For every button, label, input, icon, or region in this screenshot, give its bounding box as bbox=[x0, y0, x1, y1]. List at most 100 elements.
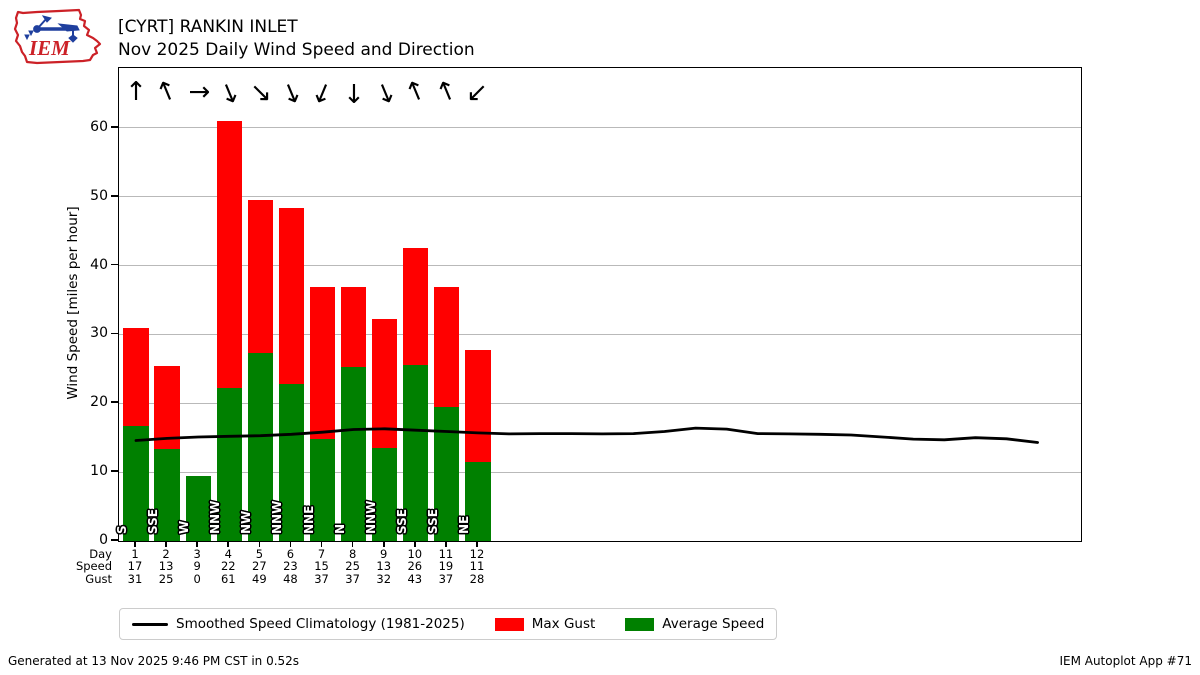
y-gridline bbox=[119, 333, 1081, 336]
max-gust-bar bbox=[465, 350, 491, 462]
table-cell: 2 bbox=[162, 547, 170, 561]
table-cell: 12 bbox=[469, 547, 485, 561]
table-row-label: Speed bbox=[75, 559, 112, 574]
climatology-line bbox=[134, 426, 1039, 444]
average-speed-bar bbox=[341, 367, 367, 541]
table-cell: 31 bbox=[127, 571, 143, 586]
average-speed-bar bbox=[434, 407, 460, 541]
table-cell: 32 bbox=[376, 571, 392, 586]
x-tick-mark bbox=[289, 541, 292, 547]
y-tick-mark bbox=[111, 332, 118, 335]
table-cell: 13 bbox=[376, 559, 392, 574]
station-title: [CYRT] RANKIN INLET bbox=[118, 17, 298, 37]
y-tick-label: 30 bbox=[90, 325, 108, 342]
table-cell: 3 bbox=[193, 547, 201, 561]
average-speed-bar bbox=[123, 426, 149, 541]
wind-direction-arrow: ↑ bbox=[125, 77, 147, 107]
table-cell: 22 bbox=[220, 559, 236, 574]
climatology-line-swatch bbox=[132, 622, 168, 626]
chart-subtitle: Nov 2025 Daily Wind Speed and Direction bbox=[118, 40, 475, 60]
table-cell: 23 bbox=[283, 559, 298, 574]
footer-app-id: IEM Autoplot App #71 bbox=[1059, 654, 1192, 668]
x-tick-mark bbox=[134, 541, 136, 547]
legend-item-average-speed: Average Speed bbox=[625, 616, 764, 632]
table-cell: 0 bbox=[193, 571, 201, 586]
x-tick-mark bbox=[414, 541, 416, 547]
table-cell: 6 bbox=[286, 547, 295, 561]
average-speed-bar bbox=[247, 353, 273, 541]
average-speed-bar bbox=[216, 388, 242, 541]
y-gridline bbox=[119, 402, 1081, 404]
y-tick-label: 50 bbox=[90, 187, 108, 204]
table-cell: 19 bbox=[438, 559, 454, 574]
table-row-label: Gust bbox=[85, 571, 112, 586]
x-tick-mark bbox=[227, 541, 230, 547]
table-cell: 25 bbox=[345, 559, 360, 574]
y-gridline bbox=[119, 264, 1081, 267]
table-cell: 9 bbox=[380, 547, 388, 561]
table-cell: 13 bbox=[158, 559, 174, 574]
y-tick-label: 60 bbox=[90, 118, 108, 135]
table-cell: 1 bbox=[131, 547, 139, 561]
average-speed-bar bbox=[185, 476, 211, 541]
legend-label-average-speed: Average Speed bbox=[662, 616, 765, 632]
average-speed-bar bbox=[278, 384, 305, 541]
max-gust-bar bbox=[123, 327, 149, 427]
y-gridline bbox=[119, 471, 1081, 473]
x-tick-mark bbox=[165, 541, 167, 547]
max-gust-bar bbox=[154, 366, 180, 449]
y-tick-label: 10 bbox=[90, 463, 108, 480]
max-gust-bar bbox=[309, 286, 336, 440]
table-cell: 37 bbox=[438, 571, 454, 586]
y-tick-mark bbox=[111, 470, 118, 472]
y-tick-mark bbox=[111, 194, 118, 197]
average-speed-bar bbox=[154, 448, 180, 541]
max-gust-bar bbox=[403, 248, 429, 365]
x-tick-mark bbox=[382, 541, 385, 547]
table-cell: 15 bbox=[314, 559, 329, 574]
max-gust-bar bbox=[278, 208, 305, 385]
table-cell: 11 bbox=[438, 547, 454, 561]
table-cell: 8 bbox=[348, 547, 357, 561]
table-cell: 5 bbox=[255, 547, 264, 561]
table-cell: 17 bbox=[127, 559, 143, 574]
max-gust-bar bbox=[216, 121, 242, 389]
footer-generated-at: Generated at 13 Nov 2025 9:46 PM CST in … bbox=[8, 654, 300, 668]
max-gust-bar bbox=[341, 286, 367, 368]
table-cell: 48 bbox=[283, 571, 298, 586]
max-gust-swatch bbox=[494, 617, 524, 631]
x-tick-mark bbox=[258, 541, 261, 547]
y-tick-label: 20 bbox=[90, 394, 108, 411]
table-cell: 61 bbox=[220, 571, 236, 586]
table-cell: 37 bbox=[345, 571, 360, 586]
table-cell: 37 bbox=[314, 571, 329, 586]
average-speed-swatch bbox=[625, 617, 655, 631]
table-cell: 7 bbox=[317, 547, 326, 561]
legend-item-climatology: Smoothed Speed Climatology (1981-2025) bbox=[132, 616, 465, 632]
legend-label-max-gust: Max Gust bbox=[531, 616, 596, 632]
average-speed-bar bbox=[403, 364, 429, 541]
x-tick-mark bbox=[476, 541, 478, 547]
x-tick-mark bbox=[445, 541, 447, 547]
table-cell: 25 bbox=[158, 571, 174, 586]
max-gust-bar bbox=[372, 319, 398, 449]
max-gust-bar bbox=[247, 199, 273, 354]
table-cell: 28 bbox=[469, 571, 485, 586]
legend-label-climatology: Smoothed Speed Climatology (1981-2025) bbox=[176, 616, 465, 632]
max-gust-bar bbox=[434, 286, 460, 408]
y-tick-mark bbox=[111, 126, 118, 128]
iowa-outline-graphic: IEM bbox=[13, 8, 102, 65]
plot-area: S SSE W NNW NW NNW NNE N NNW SSE SSE NE ↑ ↑ ↑ ↑ ↑ ↑ ↑ ↑ ↑ ↑ ↑ ↑ bbox=[115, 67, 1082, 542]
table-cell: 26 bbox=[407, 559, 423, 574]
table-cell: 10 bbox=[407, 547, 423, 561]
x-tick-mark bbox=[196, 541, 198, 547]
table-row-label: Day bbox=[89, 547, 112, 561]
y-tick-mark bbox=[111, 263, 118, 266]
iem-logo-text: IEM bbox=[28, 36, 71, 60]
table-cell: 49 bbox=[252, 571, 267, 586]
x-tick-mark bbox=[320, 541, 323, 547]
wind-vane-icon bbox=[24, 15, 80, 43]
table-cell: 9 bbox=[193, 559, 201, 574]
legend-item-max-gust: Max Gust bbox=[494, 616, 596, 632]
